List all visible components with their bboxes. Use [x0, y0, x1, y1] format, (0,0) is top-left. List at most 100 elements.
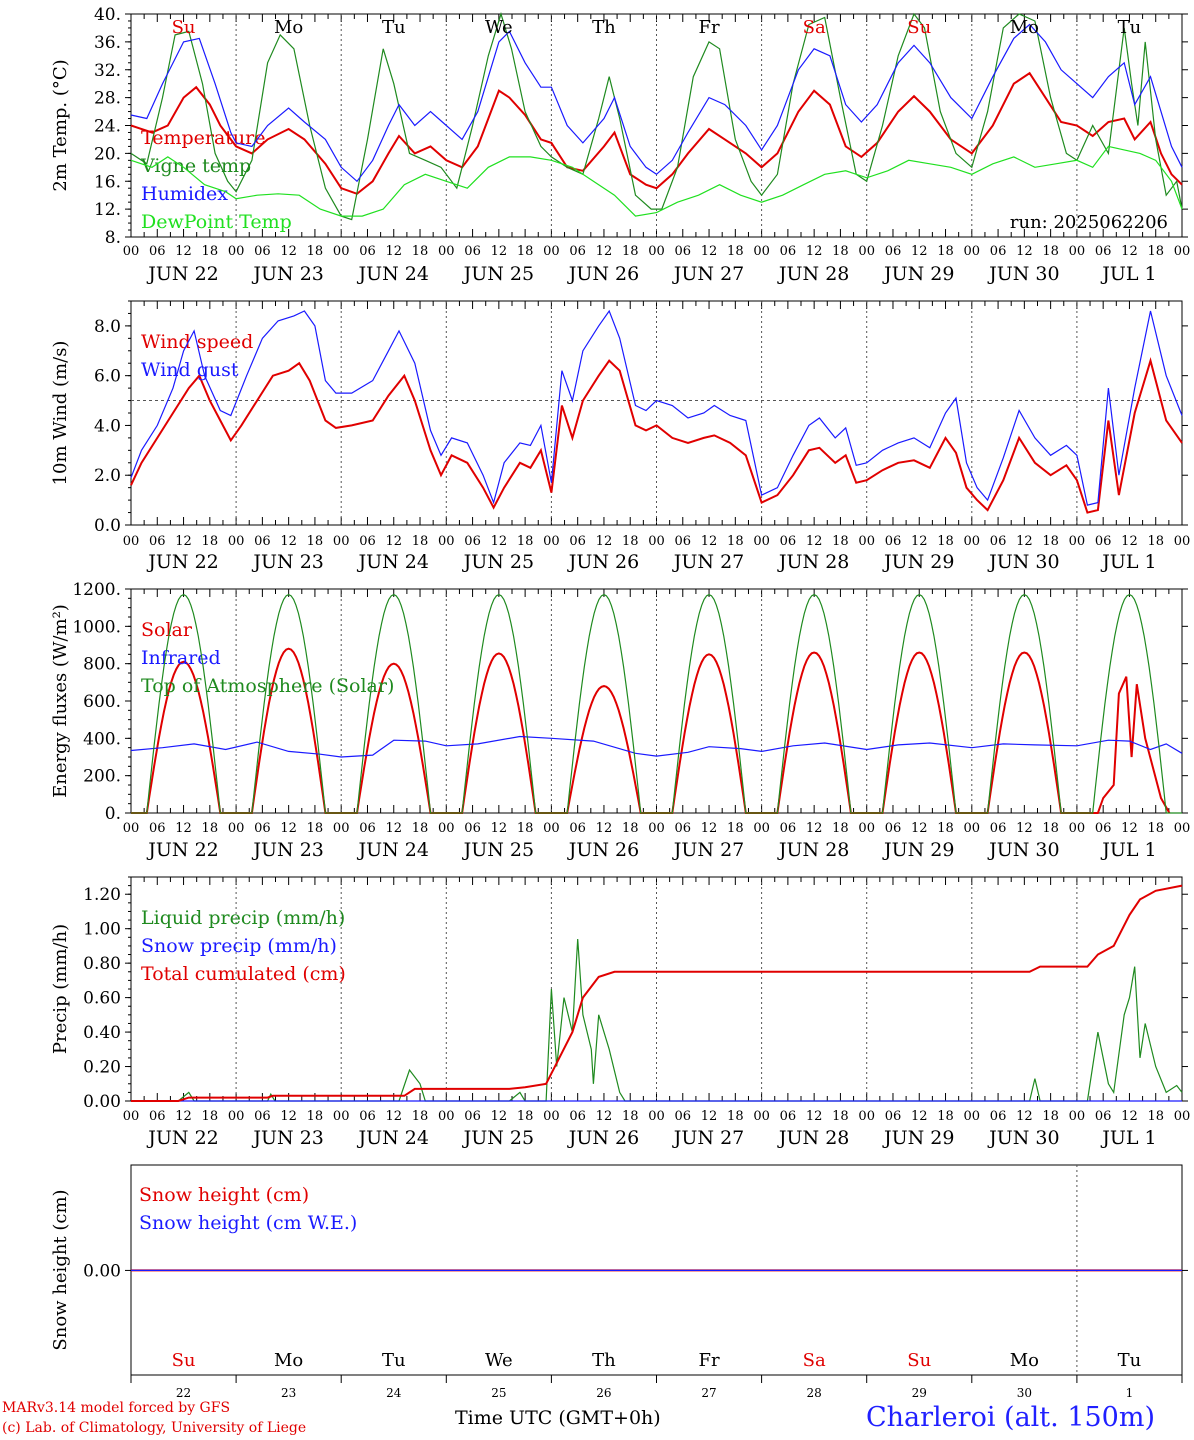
- weekday-label: Fr: [699, 17, 720, 38]
- y-tick-label: 1200.: [72, 580, 121, 600]
- hour-tick-label: 18: [307, 821, 324, 836]
- series-wind-speed: [130, 357, 1183, 514]
- hour-tick-label: 12: [175, 534, 192, 549]
- date-label: JUN 28: [777, 263, 849, 285]
- hour-tick-label: 18: [202, 1109, 219, 1124]
- hour-tick-label: 06: [885, 1109, 902, 1124]
- series-humidex: [130, 23, 1183, 183]
- hour-tick-label: 12: [175, 244, 192, 259]
- hour-tick-label: 06: [149, 244, 166, 259]
- hour-tick-label: 18: [1147, 1109, 1164, 1124]
- hour-tick-label: 18: [622, 821, 639, 836]
- hour-tick-label: 18: [202, 821, 219, 836]
- date-label: JUN 22: [146, 551, 218, 573]
- hour-tick-label: 12: [701, 1109, 718, 1124]
- hour-tick-label: 12: [701, 534, 718, 549]
- y-tick-label: 28.: [94, 89, 121, 109]
- y-tick-label: 1.20: [83, 885, 121, 905]
- hour-tick-label: 12: [806, 244, 823, 259]
- hour-tick-label: 00: [123, 534, 140, 549]
- hour-tick-label: 12: [280, 534, 297, 549]
- y-tick-label: 0.00: [83, 1092, 121, 1112]
- hour-tick-label: 18: [937, 821, 954, 836]
- weekday-label: Sa: [803, 1350, 826, 1371]
- legend-entry: Vigne temp: [140, 155, 251, 177]
- panel-4: 0.00 0.20 0.40 0.60 0.80 1.00 1.20 Precip (mm/h…: [50, 876, 1190, 1149]
- model-credit: MARv3.14 model forced by GFS: [2, 1400, 231, 1416]
- hour-tick-label: 12: [911, 1109, 928, 1124]
- hour-tick-label: 18: [517, 534, 534, 549]
- series-solar: [131, 647, 1171, 814]
- hour-tick-label: 12: [596, 534, 613, 549]
- hour-tick-label: 00: [648, 1109, 665, 1124]
- hour-tick-label: 18: [1147, 534, 1164, 549]
- legend-entry: Snow height (cm W.E.): [139, 1212, 357, 1234]
- y-axis-label: Snow height (cm): [50, 1189, 71, 1350]
- y-tick-label: 400.: [83, 729, 121, 749]
- hour-tick-label: 18: [412, 534, 429, 549]
- hour-tick-label: 06: [990, 244, 1007, 259]
- hour-tick-label: 00: [123, 244, 140, 259]
- hour-tick-label: 00: [964, 1109, 981, 1124]
- date-label: JUN 29: [882, 551, 954, 573]
- weekday-label: We: [485, 1350, 513, 1371]
- hour-tick-label: 18: [622, 244, 639, 259]
- date-label: JUN 28: [777, 1127, 849, 1149]
- y-axis-label: 10m Wind (m/s): [50, 341, 71, 486]
- hour-tick-label: 18: [412, 244, 429, 259]
- weekday-label: Su: [172, 1350, 196, 1371]
- hour-tick-label: 18: [517, 821, 534, 836]
- day-number: 24: [386, 1386, 402, 1400]
- hour-tick-label: 12: [701, 821, 718, 836]
- day-number: 1: [1126, 1386, 1134, 1400]
- hour-tick-label: 18: [622, 1109, 639, 1124]
- hour-tick-label: 12: [175, 1109, 192, 1124]
- day-number: 29: [912, 1386, 927, 1400]
- y-tick-label: 600.: [83, 692, 121, 712]
- panel-1: 8. 12. 16. 20. 24. 28. 32. 36. 40. 2m Temp. (°C) T…: [50, 5, 1190, 285]
- hour-tick-label: 00: [543, 821, 560, 836]
- hour-tick-label: 00: [648, 244, 665, 259]
- date-label: JUN 25: [462, 839, 534, 861]
- day-number: 27: [701, 1386, 716, 1400]
- hour-tick-label: 18: [622, 534, 639, 549]
- hour-tick-label: 00: [1174, 821, 1191, 836]
- series-temperature: [130, 71, 1183, 195]
- legend-entry: Liquid precip (mm/h): [141, 907, 345, 929]
- hour-tick-label: 18: [202, 534, 219, 549]
- date-label: JUN 26: [567, 263, 639, 285]
- hour-tick-label: 00: [123, 821, 140, 836]
- hour-tick-label: 06: [780, 1109, 797, 1124]
- hour-tick-label: 18: [727, 244, 744, 259]
- hour-tick-label: 00: [438, 244, 455, 259]
- hour-tick-label: 06: [464, 821, 481, 836]
- date-label: JUN 27: [672, 839, 744, 861]
- hour-tick-label: 12: [1121, 244, 1138, 259]
- hour-tick-label: 06: [254, 821, 271, 836]
- hour-tick-label: 06: [254, 244, 271, 259]
- date-label: JUN 22: [146, 839, 218, 861]
- hour-tick-label: 06: [359, 244, 376, 259]
- date-label: JUN 26: [567, 1127, 639, 1149]
- hour-tick-label: 00: [228, 1109, 245, 1124]
- hour-tick-label: 06: [990, 534, 1007, 549]
- hour-tick-label: 12: [596, 244, 613, 259]
- y-axis-label: Energy fluxes (W/m²): [50, 604, 71, 798]
- hour-tick-label: 18: [832, 1109, 849, 1124]
- hour-tick-label: 12: [596, 821, 613, 836]
- y-tick-label: 20.: [94, 144, 121, 164]
- weekday-label: Mo: [1010, 17, 1039, 38]
- hour-tick-label: 00: [648, 534, 665, 549]
- hour-tick-label: 00: [753, 821, 770, 836]
- hour-tick-label: 06: [675, 821, 692, 836]
- hour-tick-label: 18: [307, 1109, 324, 1124]
- legend-entry: Humidex: [141, 183, 228, 205]
- series-infrared: [130, 735, 1183, 758]
- y-tick-label: 4.0: [94, 416, 121, 436]
- hour-tick-label: 18: [727, 534, 744, 549]
- hour-tick-label: 06: [675, 1109, 692, 1124]
- panel-5: 0.00 Snow height (cm) Snow height (cm) Snow…: [50, 1164, 1188, 1400]
- hour-tick-label: 00: [858, 244, 875, 259]
- hour-tick-label: 06: [780, 821, 797, 836]
- hour-tick-label: 12: [280, 821, 297, 836]
